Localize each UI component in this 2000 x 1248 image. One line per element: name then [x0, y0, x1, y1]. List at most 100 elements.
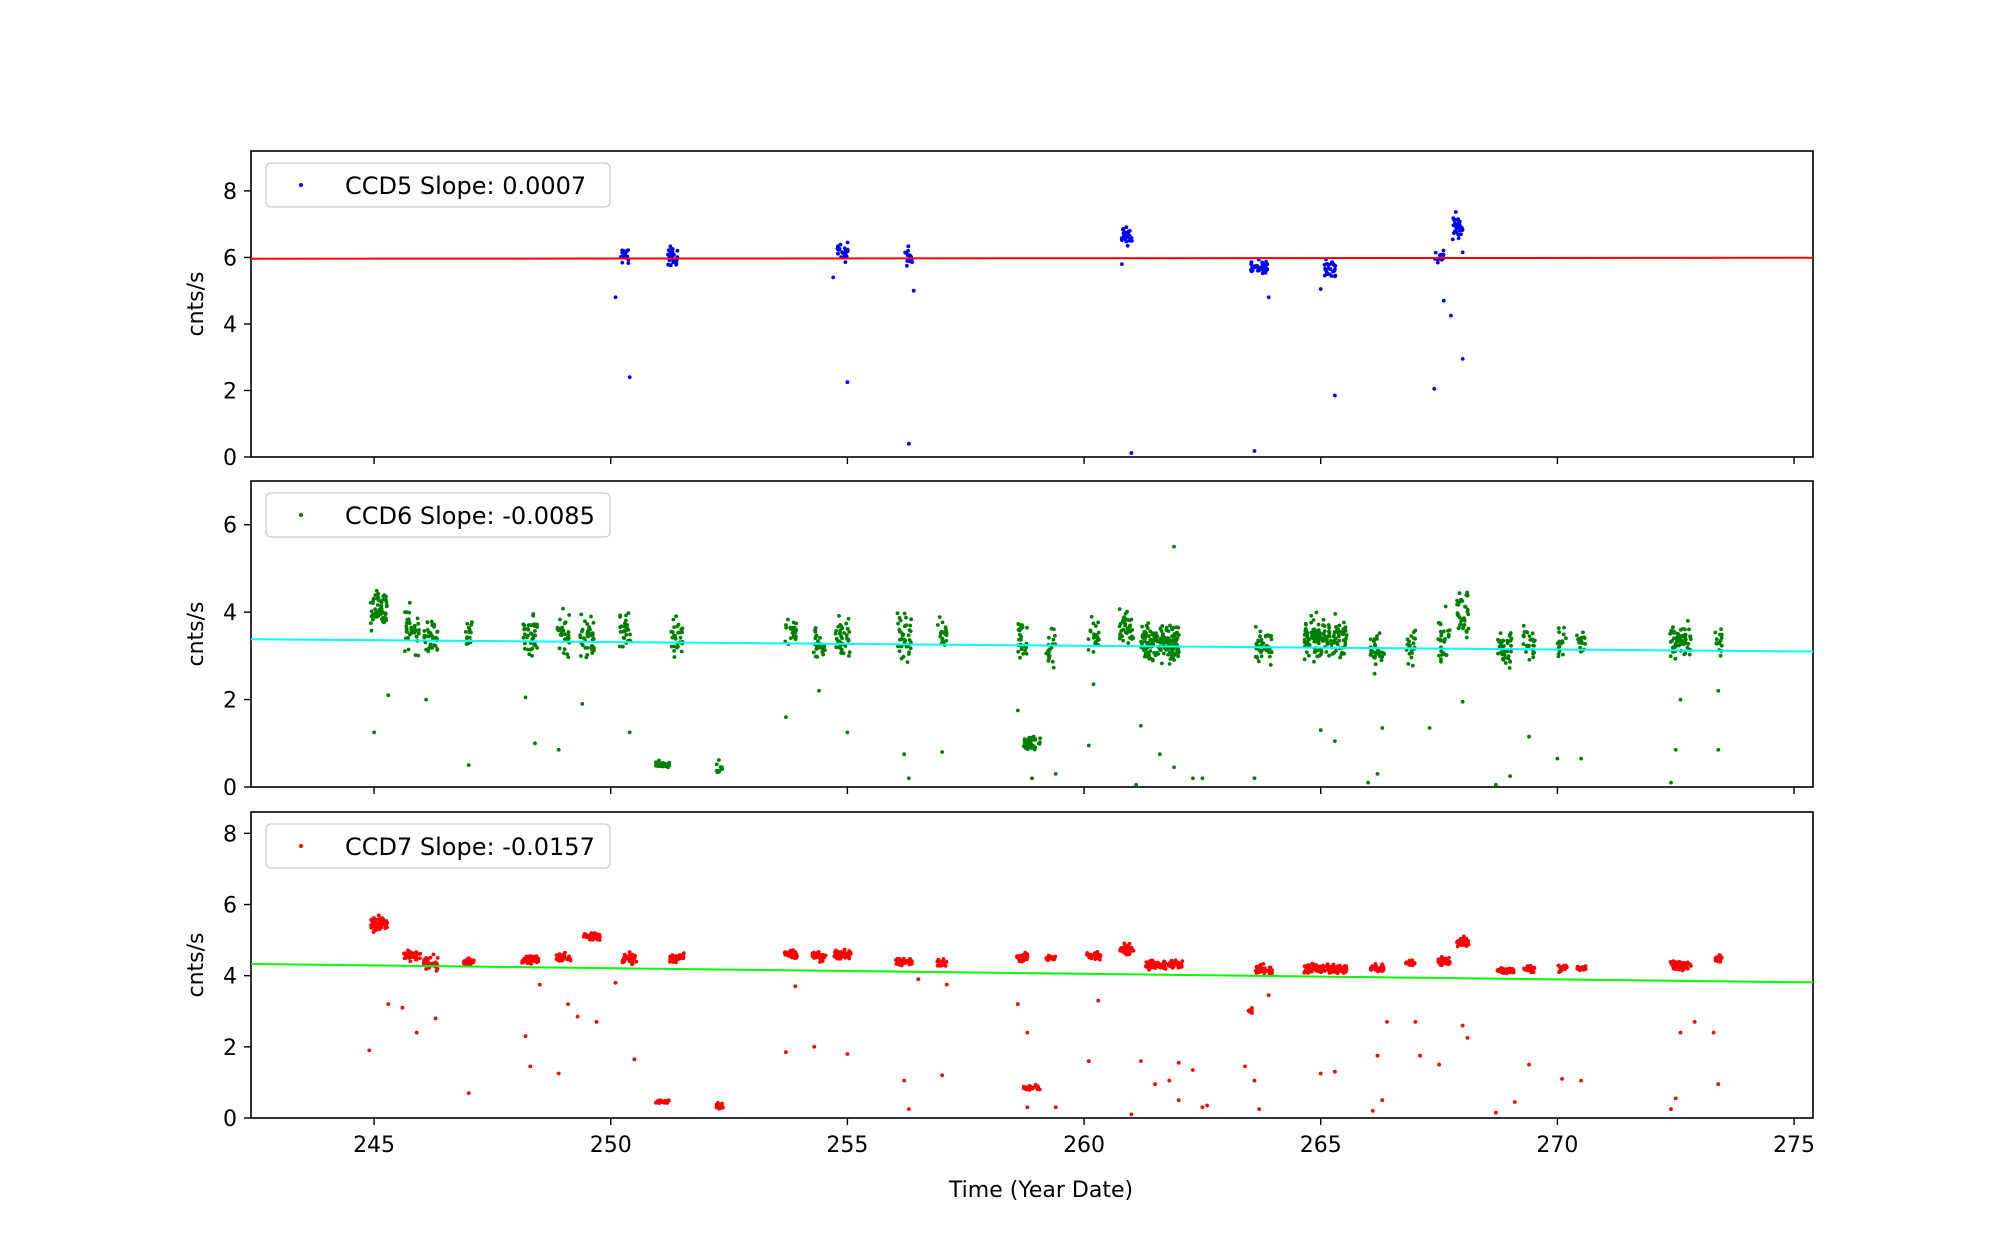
data-point	[583, 619, 587, 624]
data-point	[1494, 1110, 1498, 1115]
data-point	[837, 614, 841, 618]
data-point	[1373, 962, 1378, 966]
data-point	[1687, 627, 1691, 632]
data-point	[1556, 963, 1561, 968]
data-point	[811, 951, 816, 956]
data-point	[905, 263, 909, 268]
data-point	[784, 1050, 788, 1055]
data-point	[402, 951, 406, 956]
data-point	[1381, 651, 1386, 656]
data-point	[935, 623, 940, 627]
data-point	[1674, 636, 1678, 641]
data-point	[1581, 630, 1585, 635]
data-point	[786, 617, 790, 622]
data-point	[672, 625, 676, 629]
data-point	[1117, 636, 1122, 641]
data-point	[816, 639, 820, 644]
data-point	[471, 959, 476, 964]
data-point	[1338, 967, 1342, 971]
data-point	[526, 647, 530, 652]
data-point	[530, 637, 535, 641]
data-point	[627, 375, 632, 380]
data-point	[1495, 968, 1500, 973]
data-point	[787, 950, 792, 955]
data-point	[1176, 1060, 1181, 1065]
data-point	[1460, 250, 1465, 255]
x-tick-label: 270	[1536, 1133, 1578, 1158]
data-point	[1521, 642, 1526, 646]
data-point	[433, 1016, 438, 1021]
data-point	[845, 636, 849, 641]
data-point	[1253, 625, 1258, 629]
data-point	[563, 632, 567, 637]
data-point	[1305, 633, 1310, 638]
data-point	[1524, 650, 1528, 654]
data-point	[846, 616, 851, 621]
data-point	[1344, 633, 1349, 638]
data-point	[1302, 640, 1307, 645]
data-point	[1583, 642, 1588, 646]
data-point	[1306, 971, 1311, 975]
data-point	[400, 1005, 405, 1010]
data-point	[1716, 688, 1721, 693]
data-point	[1314, 964, 1318, 969]
data-point	[1259, 654, 1264, 659]
data-point	[1148, 649, 1153, 653]
data-point	[898, 629, 902, 634]
data-point	[409, 629, 414, 633]
data-points	[368, 544, 1724, 787]
data-point	[554, 953, 559, 957]
data-point	[1466, 626, 1471, 631]
data-point	[1370, 964, 1375, 969]
data-point	[407, 600, 412, 605]
data-point	[1677, 637, 1682, 642]
data-point	[1315, 629, 1320, 633]
data-point	[1304, 629, 1309, 634]
data-point	[1439, 657, 1443, 661]
data-point	[1679, 960, 1683, 965]
data-point	[1312, 639, 1317, 644]
data-point	[1461, 939, 1465, 944]
data-point	[1200, 776, 1205, 781]
data-point	[1671, 959, 1676, 963]
data-point	[372, 916, 376, 920]
data-point	[676, 644, 680, 649]
data-point	[1331, 262, 1336, 267]
data-point	[469, 622, 474, 627]
data-point	[1343, 639, 1347, 644]
data-point	[427, 634, 431, 639]
data-point	[1409, 655, 1414, 660]
data-point	[1438, 629, 1443, 634]
data-point	[937, 960, 942, 965]
data-point	[1368, 637, 1373, 642]
data-point	[556, 747, 561, 752]
data-point	[1086, 648, 1091, 652]
data-point	[585, 646, 590, 650]
data-point	[1033, 745, 1038, 750]
data-point	[1371, 655, 1376, 659]
data-point	[1160, 638, 1165, 643]
data-point	[580, 702, 585, 706]
data-point	[902, 624, 907, 629]
data-point	[1260, 271, 1265, 276]
data-point	[533, 741, 537, 746]
data-point	[788, 625, 793, 630]
data-point	[671, 960, 676, 964]
data-point	[1088, 952, 1093, 957]
data-point	[1086, 637, 1091, 641]
data-point	[466, 641, 471, 646]
data-point	[1457, 222, 1462, 227]
data-point	[618, 625, 622, 630]
data-point	[625, 956, 630, 961]
panel-1: 0 2 4 6 8 cnts/s CCD5 Slope: 0.0007	[184, 150, 1814, 471]
data-point	[1047, 647, 1052, 652]
data-point	[1527, 657, 1532, 662]
data-point	[813, 628, 817, 633]
data-point	[1053, 1105, 1058, 1110]
data-point	[1342, 620, 1346, 625]
data-point	[1095, 635, 1100, 640]
data-point	[1557, 630, 1561, 634]
data-point	[847, 949, 852, 953]
data-point	[1410, 651, 1414, 655]
data-point	[842, 631, 846, 635]
